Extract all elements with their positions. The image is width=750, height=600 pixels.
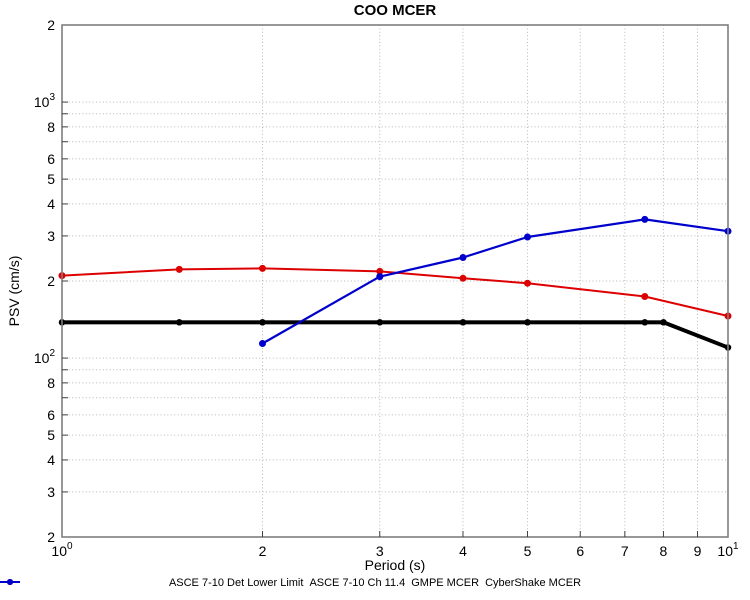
data-point-marker xyxy=(376,273,384,281)
data-point-marker xyxy=(524,233,531,241)
data-point-marker xyxy=(259,264,266,272)
legend-label: ASCE 7-10 Ch 11.4 xyxy=(309,577,406,589)
chart-title: COO MCER xyxy=(353,2,437,19)
legend-item: ASCE 7-10 Det Lower Limit xyxy=(0,577,304,589)
y-tick-label: 5 xyxy=(47,427,55,443)
legend-item: CyberShake MCER xyxy=(0,577,582,589)
y-tick-label: 6 xyxy=(47,151,55,167)
legend-label: ASCE 7-10 Det Lower Limit xyxy=(168,577,304,589)
y-tick-label: 4 xyxy=(47,196,55,212)
data-point-marker xyxy=(376,319,383,326)
x-tick-label: 9 xyxy=(694,543,702,559)
data-point-marker xyxy=(524,319,531,326)
data-point-marker xyxy=(259,319,266,326)
data-point-marker xyxy=(459,254,467,261)
legend: ASCE 7-10 Det Lower Limit ASCE 7-10 Ch 11… xyxy=(0,577,750,589)
data-point-marker xyxy=(376,267,384,275)
data-point-marker xyxy=(176,319,183,326)
legend-label: GMPE MCER xyxy=(411,577,480,589)
legend-line-marker-icon xyxy=(0,579,20,585)
y-tick-label: 8 xyxy=(47,375,55,391)
axis-ticks xyxy=(62,101,699,537)
series-asce-7-10-ch-11-4 xyxy=(58,319,732,351)
x-tick-label: 101 xyxy=(717,541,739,559)
data-point-marker xyxy=(641,319,648,326)
x-tick-label: 6 xyxy=(576,543,584,559)
y-tick-label: 2 xyxy=(47,529,55,545)
y-tick-label: 6 xyxy=(47,407,55,423)
legend-item: GMPE MCER xyxy=(0,577,480,589)
series-cybershake-mcer xyxy=(259,215,732,347)
x-tick-label: 4 xyxy=(459,543,467,559)
x-tick-label: 3 xyxy=(376,543,384,559)
series-group xyxy=(58,215,732,351)
gridlines xyxy=(62,25,728,537)
y-tick-label: 3 xyxy=(47,228,55,244)
y-axis-label: PSV (cm/s) xyxy=(6,255,22,327)
y-tick-label: 102 xyxy=(34,348,56,366)
y-tick-label: 2 xyxy=(47,273,55,289)
data-point-marker xyxy=(660,319,667,326)
data-point-marker xyxy=(259,340,266,347)
series-gmpe-mcer xyxy=(58,264,732,320)
y-tick-label: 3 xyxy=(47,484,55,500)
legend-label: CyberShake MCER xyxy=(485,577,582,589)
x-tick-label: 2 xyxy=(259,543,267,559)
x-tick-label: 7 xyxy=(621,543,629,559)
data-point-marker xyxy=(459,274,467,282)
y-tick-label: 2 xyxy=(47,17,55,33)
x-tick-label: 8 xyxy=(660,543,668,559)
x-tick-label: 100 xyxy=(51,541,73,559)
data-point-marker xyxy=(175,265,183,273)
data-point-marker xyxy=(459,319,467,326)
y-tick-label: 4 xyxy=(47,452,55,468)
x-axis-label: Period (s) xyxy=(364,557,426,573)
y-tick-label: 5 xyxy=(47,171,55,187)
data-point-marker xyxy=(524,279,531,287)
x-tick-label: 5 xyxy=(524,543,532,559)
plot-frame xyxy=(61,24,729,538)
data-point-marker xyxy=(641,293,649,300)
data-point-marker xyxy=(641,215,649,223)
legend-item: ASCE 7-10 Ch 11.4 xyxy=(0,577,406,589)
y-tick-label: 103 xyxy=(34,92,56,110)
y-tick-label: 8 xyxy=(47,119,55,135)
